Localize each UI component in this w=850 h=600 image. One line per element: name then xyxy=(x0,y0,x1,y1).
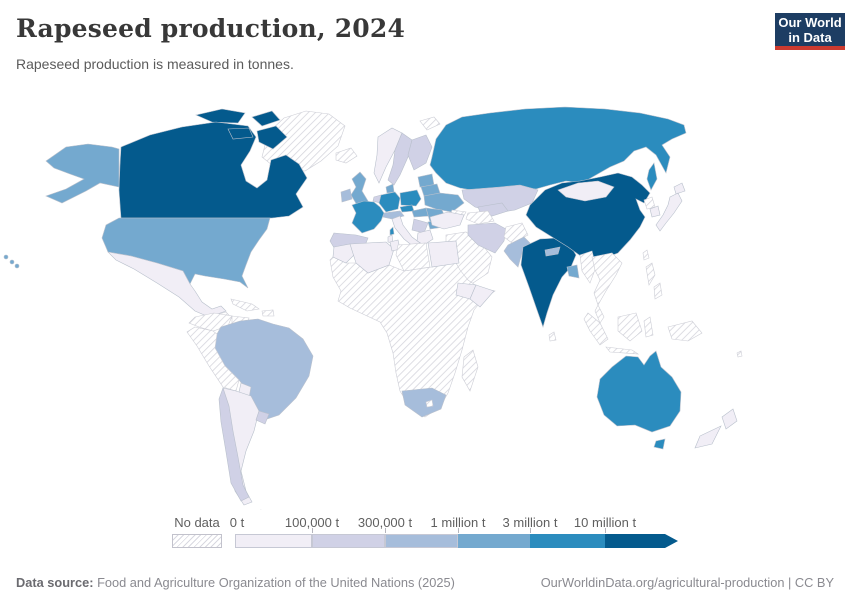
world-map xyxy=(3,106,743,510)
country-germany[interactable] xyxy=(378,191,401,213)
country-algeria[interactable] xyxy=(349,241,395,274)
page-subtitle: Rapeseed production is measured in tonne… xyxy=(16,56,294,72)
legend-segment-6[interactable] xyxy=(605,534,665,548)
country-fiji[interactable] xyxy=(736,350,743,358)
legend-tick xyxy=(312,528,313,533)
country-cuba[interactable] xyxy=(230,298,260,312)
country-java[interactable] xyxy=(605,346,640,355)
country-pakistan[interactable] xyxy=(503,236,531,268)
country-ukraine[interactable] xyxy=(423,192,465,213)
footer: Data source: Food and Agriculture Organi… xyxy=(16,575,834,590)
country-svalbard[interactable] xyxy=(419,116,441,131)
legend-tick xyxy=(385,528,386,533)
country-japan[interactable] xyxy=(655,182,686,232)
legend-segment-1[interactable] xyxy=(235,534,312,548)
country-france[interactable] xyxy=(351,200,395,236)
country-new-guinea[interactable] xyxy=(667,320,703,342)
legend-arrow-tip xyxy=(665,534,678,548)
country-sumatra[interactable] xyxy=(583,312,609,346)
country-somalia[interactable] xyxy=(469,284,495,308)
owid-logo[interactable]: Our World in Data xyxy=(775,13,845,50)
country-sri-lanka[interactable] xyxy=(548,331,557,342)
country-greece[interactable] xyxy=(416,229,434,246)
footer-source: Data source: Food and Agriculture Organi… xyxy=(16,575,455,590)
legend-label-4: 3 million t xyxy=(502,515,558,530)
country-turkey[interactable] xyxy=(429,211,465,230)
legend-segment-2[interactable] xyxy=(312,534,385,548)
country-lesotho[interactable] xyxy=(425,399,434,408)
legend-label-0: 0 t xyxy=(229,515,245,530)
legend-no-data-label: No data xyxy=(174,515,220,530)
legend-label-1: 100,000 t xyxy=(284,515,340,530)
owid-logo-line1: Our World xyxy=(778,14,842,30)
legend-segment-5[interactable] xyxy=(530,534,605,548)
country-poland[interactable] xyxy=(399,189,422,207)
country-sweden[interactable] xyxy=(387,132,413,186)
country-south-korea[interactable] xyxy=(649,205,661,218)
country-borneo[interactable] xyxy=(617,312,643,342)
country-madagascar[interactable] xyxy=(461,349,479,392)
country-uruguay[interactable] xyxy=(255,410,270,425)
country-south-africa[interactable] xyxy=(401,387,447,418)
country-uk[interactable] xyxy=(350,171,369,206)
country-philippines[interactable] xyxy=(645,262,663,300)
legend-label-2: 300,000 t xyxy=(357,515,413,530)
country-peru-bolivia[interactable] xyxy=(186,326,240,392)
footer-link[interactable]: OurWorldinData.org/agricultural-producti… xyxy=(540,575,834,590)
legend-tick xyxy=(458,528,459,533)
country-kazakhstan[interactable] xyxy=(461,184,539,214)
country-hispaniola[interactable] xyxy=(261,309,275,317)
country-alaska[interactable] xyxy=(45,143,120,204)
country-iran[interactable] xyxy=(467,222,507,254)
page-title: Rapeseed production, 2024 xyxy=(16,14,406,43)
map-legend: No data 0 t 100,000 t 300,000 t 1 millio… xyxy=(0,515,850,557)
owid-logo-line2: in Data xyxy=(788,29,832,45)
country-sulawesi[interactable] xyxy=(643,316,654,338)
legend-label-3: 1 million t xyxy=(430,515,486,530)
country-mexico[interactable] xyxy=(107,251,227,318)
country-ireland[interactable] xyxy=(340,188,353,203)
country-hawaii[interactable] xyxy=(3,254,20,269)
country-egypt[interactable] xyxy=(427,240,460,268)
country-chile[interactable] xyxy=(218,387,250,502)
legend-segment-4[interactable] xyxy=(458,534,530,548)
legend-tick xyxy=(530,528,531,533)
footer-source-label: Data source: xyxy=(16,575,94,590)
legend-tick xyxy=(605,528,606,533)
country-denmark[interactable] xyxy=(385,183,395,194)
country-canada[interactable] xyxy=(118,108,308,219)
footer-source-text: Food and Agriculture Organization of the… xyxy=(93,575,455,590)
legend-label-5: 10 million t xyxy=(573,515,637,530)
country-iceland[interactable] xyxy=(335,147,358,164)
country-australia[interactable] xyxy=(596,350,682,450)
legend-color-bar xyxy=(235,534,678,548)
country-libya[interactable] xyxy=(395,242,431,272)
country-indochina[interactable] xyxy=(591,252,623,306)
country-bangladesh[interactable] xyxy=(566,264,580,279)
country-new-zealand[interactable] xyxy=(694,408,738,449)
country-turkmenistan[interactable] xyxy=(465,210,495,225)
country-nepal[interactable] xyxy=(544,246,561,257)
country-myanmar[interactable] xyxy=(579,250,597,284)
country-norway[interactable] xyxy=(373,127,403,184)
country-morocco[interactable] xyxy=(332,243,357,264)
country-russia[interactable] xyxy=(429,106,687,192)
country-taiwan[interactable] xyxy=(642,249,650,261)
country-finland[interactable] xyxy=(407,134,433,171)
legend-no-data-swatch[interactable] xyxy=(172,534,222,548)
country-mongolia[interactable] xyxy=(557,180,615,202)
country-africa-interior[interactable] xyxy=(329,256,496,418)
legend-segment-3[interactable] xyxy=(385,534,458,548)
country-china[interactable] xyxy=(525,172,651,261)
